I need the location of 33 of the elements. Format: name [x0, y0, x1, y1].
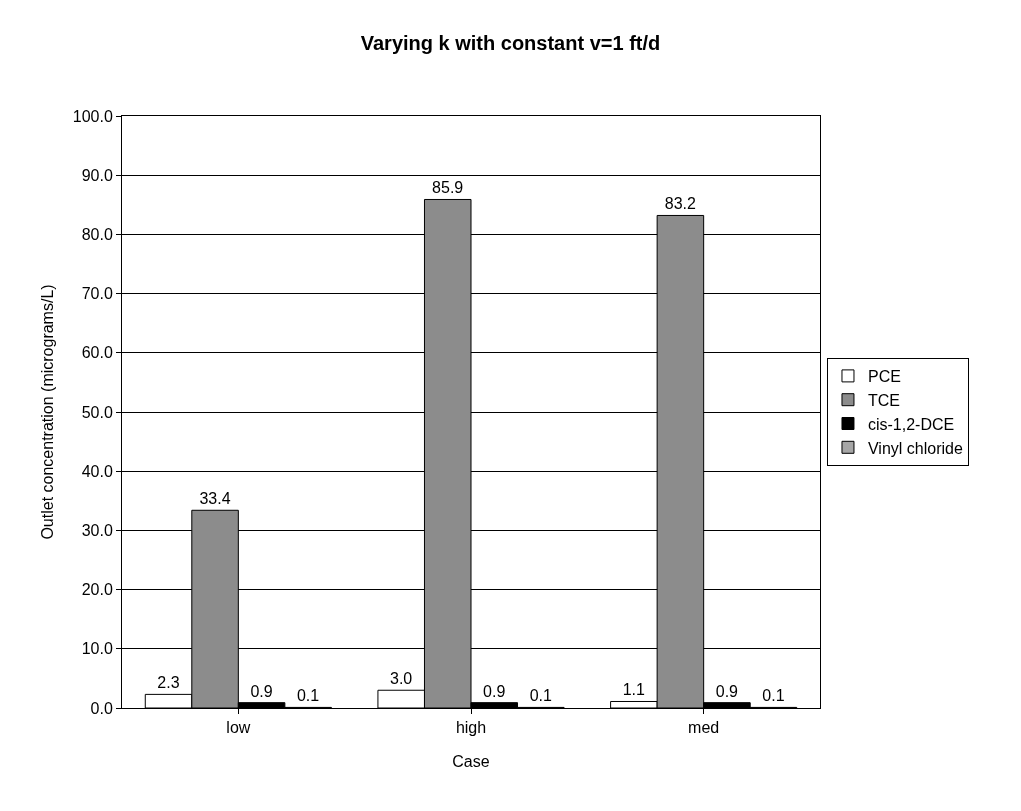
data-label: 0.9: [483, 682, 506, 700]
data-label: 2.3: [157, 674, 180, 692]
x-tick-label: low: [226, 719, 251, 737]
legend-label: Vinyl chloride: [867, 439, 963, 457]
data-label: 85.9: [432, 179, 464, 197]
x-tick-label: high: [455, 719, 487, 737]
legend-label: PCE: [867, 368, 901, 386]
data-label: 1.1: [622, 681, 646, 699]
y-tick-label: 100.0: [72, 107, 113, 125]
data-label: 33.4: [199, 490, 231, 508]
y-tick-label: 60.0: [81, 344, 113, 362]
data-label: 0.1: [529, 687, 552, 705]
x-axis-title: Case: [452, 752, 490, 770]
x-tick-label: med: [688, 719, 720, 737]
y-tick-label: 30.0: [81, 522, 113, 539]
y-tick-label: 40.0: [81, 462, 113, 480]
y-axis-title: Outlet concentration (micrograms/L): [38, 284, 56, 540]
data-label: 83.2: [664, 195, 697, 213]
y-tick-label: 10.0: [81, 640, 113, 658]
legend-label: cis-1,2-DCE: [867, 415, 955, 433]
y-tick-label: 90.0: [81, 166, 113, 184]
data-label: 3.0: [390, 670, 413, 688]
data-label: 0.9: [250, 682, 273, 700]
y-tick-label: 50.0: [81, 403, 113, 421]
y-tick-label: 20.0: [81, 581, 113, 599]
data-label: 0.1: [296, 687, 320, 705]
y-tick-label: 70.0: [81, 285, 113, 303]
data-label: 0.9: [715, 682, 739, 700]
y-tick-label: 0.0: [90, 699, 113, 717]
y-tick-label: 80.0: [81, 226, 113, 243]
data-label: 0.1: [762, 687, 785, 705]
legend-label: TCE: [867, 391, 900, 409]
chart-title: Varying k with constant v=1 ft/d: [360, 32, 661, 55]
